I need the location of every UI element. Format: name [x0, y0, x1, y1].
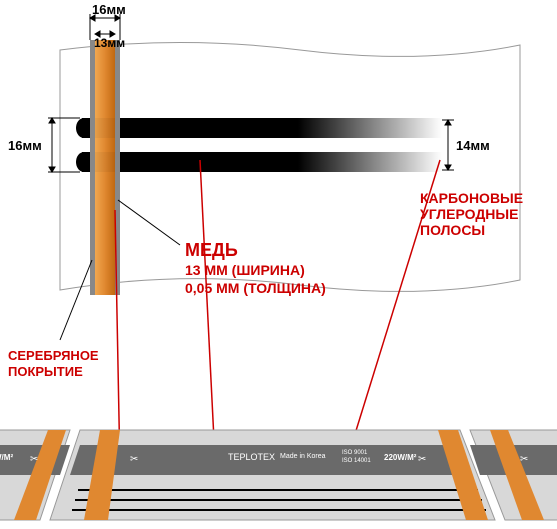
- copper-thickness: 0,05 ММ (ТОЛЩИНА): [185, 280, 326, 296]
- dim-right-height: 14мм: [456, 138, 490, 153]
- film-panel: ✂ ✂ ✂ ✂: [0, 430, 557, 520]
- svg-text:✂: ✂: [520, 454, 528, 465]
- silver-front-left: [90, 115, 95, 175]
- svg-text:✂: ✂: [130, 454, 138, 465]
- film-iso2: ISO 14001: [342, 458, 371, 464]
- film-power: 220W/M²: [384, 453, 416, 462]
- dim-inner-width: 13мм: [94, 36, 125, 50]
- carbon-label-3: ПОЛОСЫ: [420, 222, 485, 238]
- carbon-end-2: [76, 152, 92, 172]
- film-iso1: ISO 9001: [342, 450, 367, 456]
- carbon-bar-1: [82, 118, 442, 138]
- svg-text:✂: ✂: [30, 454, 38, 465]
- silver-front-right: [115, 115, 120, 175]
- film-brand: TEPLOTEX: [228, 452, 275, 462]
- silver-label-1: СЕРЕБРЯНОЕ: [8, 348, 99, 363]
- dim-left-height: 16мм: [8, 138, 42, 153]
- copper-front: [95, 115, 115, 175]
- carbon-bar-2: [82, 152, 442, 172]
- copper-title: МЕДЬ: [185, 240, 238, 261]
- svg-text:✂: ✂: [418, 454, 426, 465]
- film-made-in: Made in Korea: [280, 453, 326, 460]
- carbon-label-1: КАРБОНОВЫЕ: [420, 190, 523, 206]
- carbon-label-2: УГЛЕРОДНЫЕ: [420, 206, 518, 222]
- dim-outer-width: 16мм: [92, 2, 126, 17]
- silver-label-2: ПОКРЫТИЕ: [8, 364, 83, 379]
- copper-width: 13 ММ (ШИРИНА): [185, 262, 305, 278]
- carbon-end-1: [76, 118, 92, 138]
- film-power-left: W/M²: [0, 453, 13, 462]
